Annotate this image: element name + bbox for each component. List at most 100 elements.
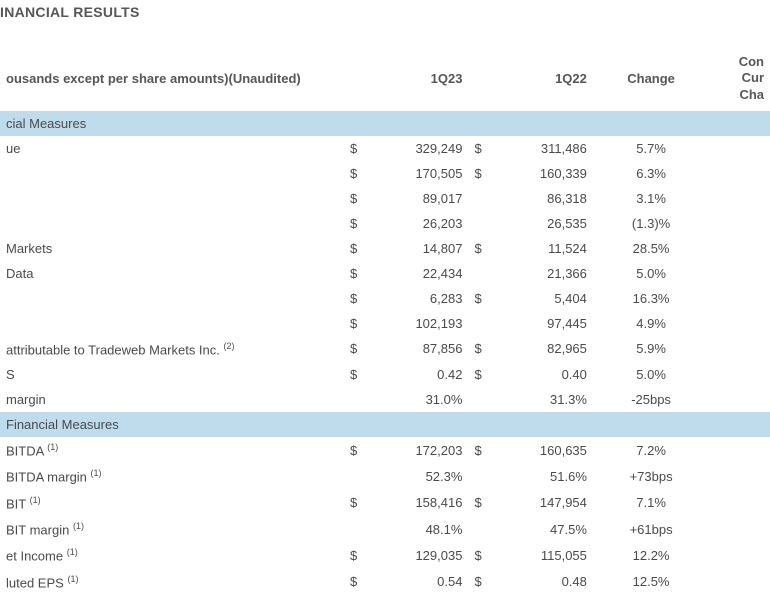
currency-symbol: $	[468, 236, 496, 261]
change-value: 5.0%	[593, 261, 709, 286]
constant-currency-value	[709, 569, 770, 595]
table-row: BIT margin (1)48.1%47.5%+61bps	[0, 516, 770, 542]
row-label: Markets	[0, 236, 344, 261]
constant-currency-value	[709, 136, 770, 161]
constant-currency-value	[709, 542, 770, 568]
table-row: et Income (1)$129,035$115,05512.2%	[0, 542, 770, 568]
table-row: margin31.0%31.3%-25bps	[0, 387, 770, 412]
value-1q22: 86,318	[497, 186, 593, 211]
change-value: 12.5%	[593, 569, 709, 595]
value-1q22: 47.5%	[497, 516, 593, 542]
constant-currency-value	[709, 463, 770, 489]
row-label: BITDA (1)	[0, 437, 344, 463]
currency-symbol: $	[344, 211, 372, 236]
currency-symbol	[344, 463, 372, 489]
currency-symbol: $	[468, 542, 496, 568]
currency-symbol: $	[344, 362, 372, 387]
currency-symbol: $	[344, 161, 372, 186]
value-1q22: 21,366	[497, 261, 593, 286]
change-value: 16.3%	[593, 286, 709, 311]
currency-symbol: $	[344, 336, 372, 362]
table-row: BITDA (1)$172,203$160,6357.2%	[0, 437, 770, 463]
constant-currency-value	[709, 236, 770, 261]
currency-symbol	[468, 463, 496, 489]
currency-symbol: $	[344, 437, 372, 463]
row-label: S	[0, 362, 344, 387]
value-1q22: 115,055	[497, 542, 593, 568]
row-label: et Income (1)	[0, 542, 344, 568]
row-label: Data	[0, 261, 344, 286]
value-1q23: 6,283	[372, 286, 468, 311]
value-1q22: 160,339	[497, 161, 593, 186]
currency-symbol: $	[344, 236, 372, 261]
currency-symbol: $	[468, 362, 496, 387]
value-1q22: 31.3%	[497, 387, 593, 412]
change-value: -25bps	[593, 387, 709, 412]
value-1q23: 14,807	[372, 236, 468, 261]
currency-symbol	[468, 311, 496, 336]
currency-symbol: $	[344, 261, 372, 286]
table-row: Markets$14,807$11,52428.5%	[0, 236, 770, 261]
constant-currency-value	[709, 336, 770, 362]
currency-symbol: $	[344, 569, 372, 595]
constant-currency-value	[709, 186, 770, 211]
currency-symbol: $	[344, 542, 372, 568]
currency-symbol	[468, 261, 496, 286]
value-1q22: 0.40	[497, 362, 593, 387]
currency-symbol: $	[344, 186, 372, 211]
currency-symbol	[468, 387, 496, 412]
value-1q23: 22,434	[372, 261, 468, 286]
currency-symbol	[468, 186, 496, 211]
constant-currency-value	[709, 387, 770, 412]
currency-symbol	[468, 211, 496, 236]
value-1q23: 48.1%	[372, 516, 468, 542]
value-1q22: 311,486	[497, 136, 593, 161]
table-row: BIT (1)$158,416$147,9547.1%	[0, 490, 770, 516]
constant-currency-value	[709, 286, 770, 311]
row-label	[0, 211, 344, 236]
financial-results-table: ousands except per share amounts)(Unaudi…	[0, 26, 770, 595]
currency-symbol: $	[468, 136, 496, 161]
constant-currency-value	[709, 362, 770, 387]
constant-currency-value	[709, 311, 770, 336]
constant-currency-value	[709, 211, 770, 236]
currency-symbol: $	[344, 490, 372, 516]
currency-symbol: $	[468, 569, 496, 595]
currency-symbol: $	[468, 161, 496, 186]
table-row: $89,017 86,3183.1%	[0, 186, 770, 211]
value-1q23: 0.54	[372, 569, 468, 595]
value-1q23: 52.3%	[372, 463, 468, 489]
constant-currency-value	[709, 437, 770, 463]
row-label	[0, 311, 344, 336]
currency-symbol: $	[344, 311, 372, 336]
change-value: (1.3)%	[593, 211, 709, 236]
change-value: 4.9%	[593, 311, 709, 336]
row-label: BITDA margin (1)	[0, 463, 344, 489]
table-row: ue$329,249$311,4865.7%	[0, 136, 770, 161]
value-1q23: 329,249	[372, 136, 468, 161]
constant-currency-value	[709, 516, 770, 542]
change-value: 3.1%	[593, 186, 709, 211]
value-1q22: 5,404	[497, 286, 593, 311]
table-row: $26,20326,535(1.3)%	[0, 211, 770, 236]
row-label: luted EPS (1)	[0, 569, 344, 595]
table-row: attributable to Tradeweb Markets Inc. (2…	[0, 336, 770, 362]
value-1q22: 147,954	[497, 490, 593, 516]
value-1q23: 89,017	[372, 186, 468, 211]
row-label: margin	[0, 387, 344, 412]
change-value: +61bps	[593, 516, 709, 542]
currency-symbol	[468, 516, 496, 542]
value-1q22: 0.48	[497, 569, 593, 595]
page-title: INANCIAL RESULTS	[0, 0, 770, 26]
change-value: 6.3%	[593, 161, 709, 186]
constant-currency-value	[709, 490, 770, 516]
section-gaap: cial Measures	[0, 111, 770, 136]
value-1q22: 26,535	[497, 211, 593, 236]
row-label	[0, 186, 344, 211]
currency-symbol: $	[468, 336, 496, 362]
change-value: 7.1%	[593, 490, 709, 516]
value-1q22: 160,635	[497, 437, 593, 463]
col-change: Change	[593, 26, 709, 111]
value-1q23: 158,416	[372, 490, 468, 516]
constant-currency-value	[709, 261, 770, 286]
